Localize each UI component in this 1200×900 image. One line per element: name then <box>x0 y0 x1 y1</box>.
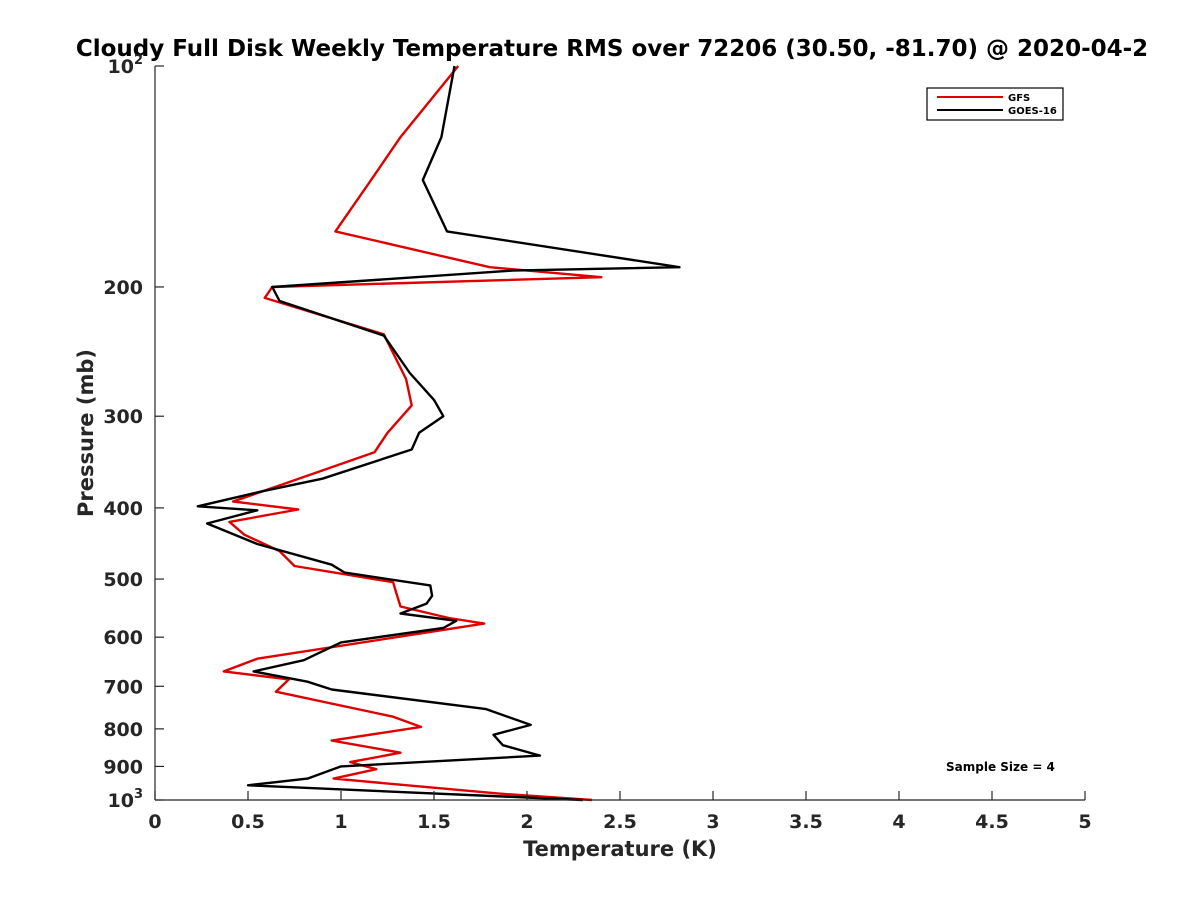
legend-label-goes16: GOES-16 <box>1008 106 1057 117</box>
y-axis-title: Pressure (mb) <box>74 349 98 517</box>
legend: GFS GOES-16 <box>926 87 1064 121</box>
y-tick-label: 103 <box>108 787 144 812</box>
chart-title: Cloudy Full Disk Weekly Temperature RMS … <box>76 36 1148 62</box>
plot-area <box>155 66 1085 800</box>
x-tick-label: 3 <box>706 811 719 833</box>
y-tick-label: 600 <box>103 627 143 649</box>
x-tick-label: 3.5 <box>789 811 823 833</box>
sample-size-annotation: Sample Size = 4 <box>946 760 1055 774</box>
legend-box <box>926 87 1064 121</box>
x-tick-label: 5 <box>1078 811 1091 833</box>
x-tick-label: 4 <box>892 811 905 833</box>
y-tick-label: 300 <box>103 406 143 428</box>
y-ticks: 102 200 300 400 500 600 700 800 900 103 <box>103 53 164 812</box>
y-tick-label: 500 <box>103 569 143 591</box>
y-tick-label: 400 <box>103 498 143 520</box>
x-tick-label: 2.5 <box>603 811 637 833</box>
legend-label-gfs: GFS <box>1008 93 1030 104</box>
series-line-gfs <box>222 65 603 802</box>
x-tick-label: 0 <box>148 811 161 833</box>
x-tick-label: 0.5 <box>231 811 265 833</box>
series-layer <box>196 65 681 802</box>
y-tick-label: 800 <box>103 719 143 741</box>
y-tick-label: 200 <box>103 277 143 299</box>
x-axis-title: Temperature (K) <box>523 837 717 861</box>
x-tick-label: 2 <box>520 811 533 833</box>
y-tick-label: 900 <box>103 756 143 778</box>
series-line-goes16 <box>196 65 681 802</box>
x-tick-label: 1 <box>334 811 347 833</box>
x-ticks: 0 0.5 1 1.5 2 2.5 3 3.5 4 4.5 5 <box>148 791 1092 833</box>
y-tick-label: 102 <box>108 53 144 78</box>
x-tick-label: 4.5 <box>975 811 1009 833</box>
x-tick-label: 1.5 <box>417 811 451 833</box>
y-tick-label: 700 <box>103 676 143 698</box>
